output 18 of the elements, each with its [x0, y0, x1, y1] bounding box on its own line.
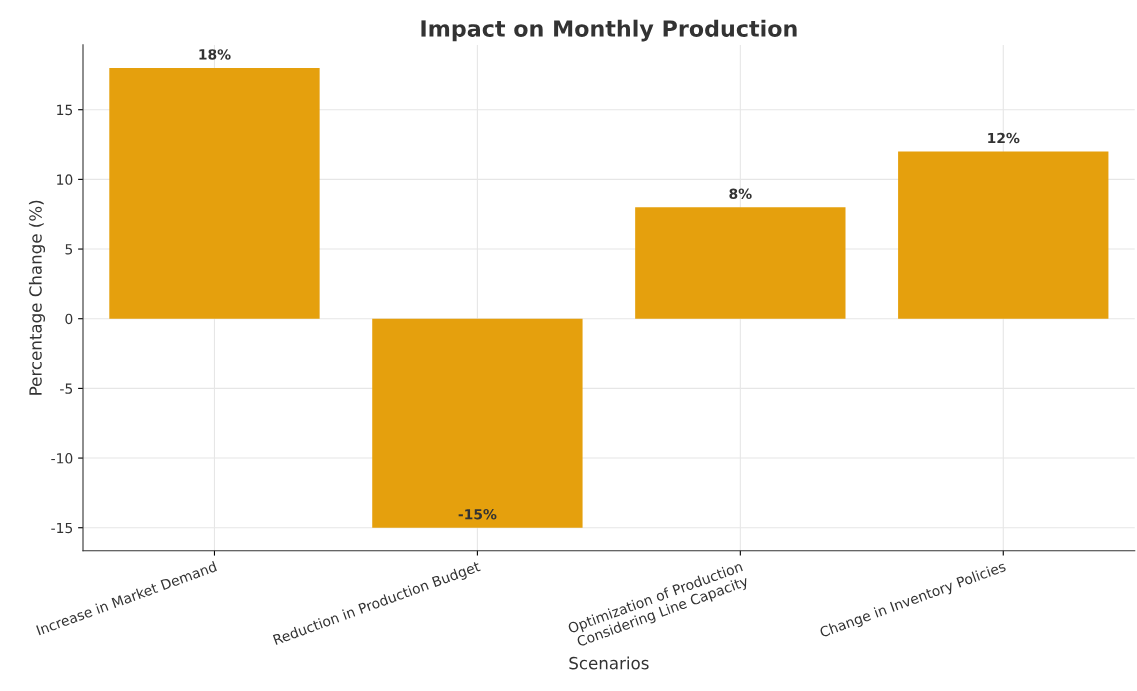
data-label: 8%: [729, 188, 752, 199]
bar: [109, 67, 320, 319]
y-tick-label: -5: [60, 383, 73, 394]
bar: [372, 318, 583, 528]
y-tick-label: -10: [51, 453, 73, 464]
y-tick-label: 15: [57, 104, 73, 116]
y-tick-label: -15: [51, 522, 73, 534]
x-axis-title: Scenarios: [569, 656, 649, 670]
y-axis-title: Percentage Change (%): [28, 200, 46, 395]
chart-title: Impact on Monthly Production: [421, 19, 797, 42]
y-tick-label: 0: [65, 313, 73, 325]
data-label: 18%: [199, 49, 231, 60]
bar: [635, 207, 846, 319]
data-label: -15%: [458, 508, 497, 520]
y-tick-label: 10: [57, 174, 73, 185]
bar: [898, 151, 1109, 319]
y-tick-label: 5: [65, 244, 73, 255]
data-label: 12%: [988, 132, 1020, 144]
